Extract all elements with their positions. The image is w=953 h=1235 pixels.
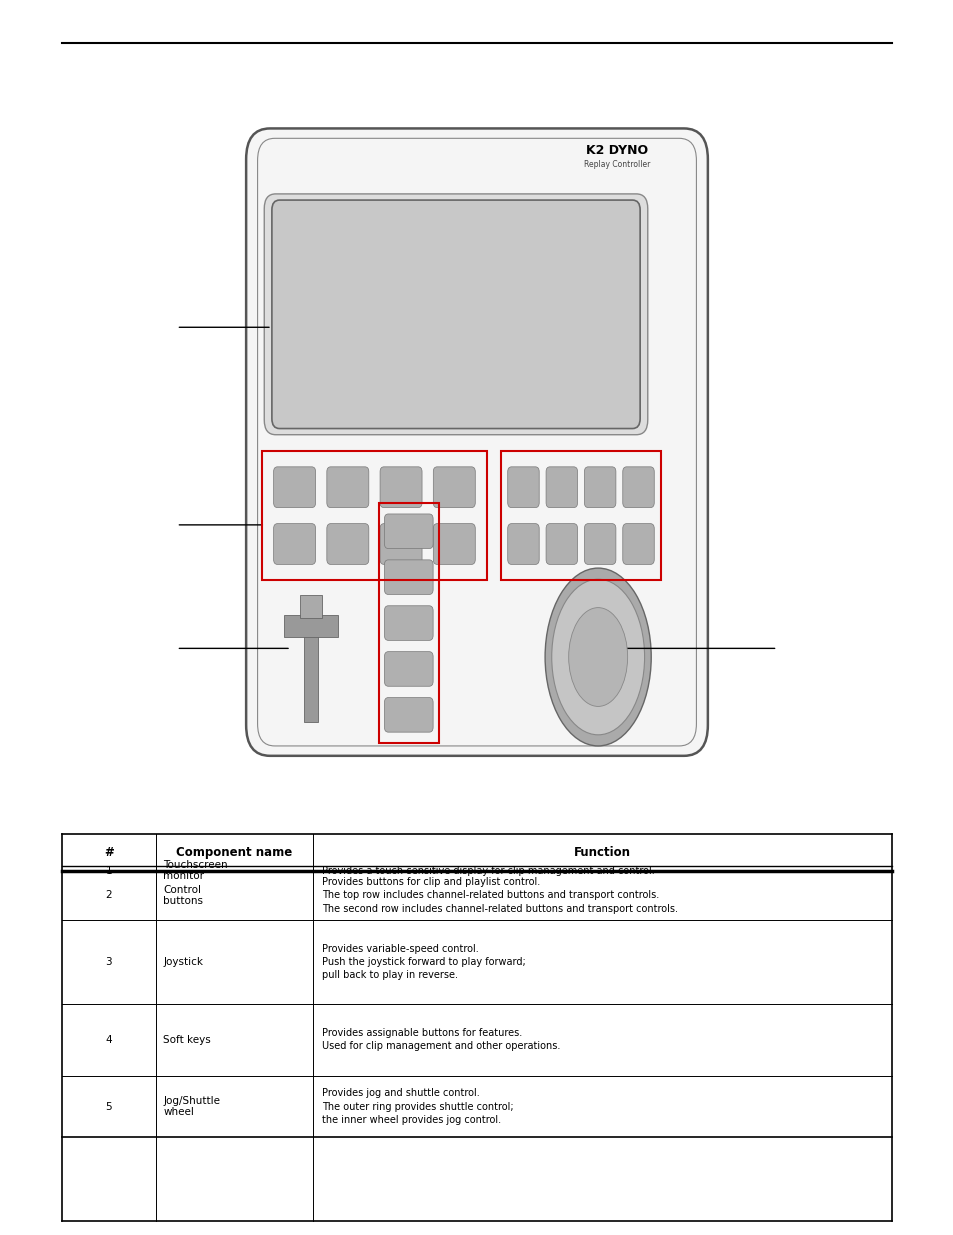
FancyBboxPatch shape: [584, 524, 616, 564]
FancyBboxPatch shape: [622, 524, 654, 564]
FancyBboxPatch shape: [384, 559, 433, 594]
Text: Jog/Shuttle
wheel: Jog/Shuttle wheel: [163, 1095, 220, 1118]
FancyBboxPatch shape: [584, 467, 616, 508]
Text: 3: 3: [106, 957, 112, 967]
Text: Replay Controller: Replay Controller: [583, 159, 650, 169]
Bar: [378, 503, 438, 743]
FancyBboxPatch shape: [274, 467, 315, 508]
Text: Provides a touch-sensitive display for clip management and control.: Provides a touch-sensitive display for c…: [322, 866, 655, 876]
FancyBboxPatch shape: [379, 467, 421, 508]
Text: 4: 4: [106, 1035, 112, 1045]
Text: 2: 2: [106, 890, 112, 900]
Text: Soft keys: Soft keys: [163, 1035, 211, 1045]
FancyBboxPatch shape: [433, 524, 475, 564]
FancyBboxPatch shape: [384, 606, 433, 640]
Bar: [500, 451, 660, 580]
FancyBboxPatch shape: [545, 524, 577, 564]
FancyBboxPatch shape: [274, 524, 315, 564]
Bar: [299, 595, 322, 618]
Text: Function: Function: [574, 846, 630, 858]
FancyBboxPatch shape: [327, 467, 369, 508]
FancyBboxPatch shape: [622, 467, 654, 508]
Bar: [304, 630, 317, 722]
Text: Joystick: Joystick: [163, 957, 203, 967]
Text: Provides jog and shuttle control.
The outer ring provides shuttle control;
the i: Provides jog and shuttle control. The ou…: [322, 1088, 514, 1125]
Ellipse shape: [568, 608, 627, 706]
FancyBboxPatch shape: [327, 524, 369, 564]
Text: Provides buttons for clip and playlist control.
The top row includes channel-rel: Provides buttons for clip and playlist c…: [322, 877, 678, 914]
FancyBboxPatch shape: [379, 524, 421, 564]
FancyBboxPatch shape: [272, 200, 639, 429]
Text: Provides variable-speed control.
Push the joystick forward to play forward;
pull: Provides variable-speed control. Push th…: [322, 944, 526, 981]
FancyBboxPatch shape: [545, 467, 577, 508]
FancyBboxPatch shape: [384, 698, 433, 732]
Text: Provides assignable buttons for features.
Used for clip management and other ope: Provides assignable buttons for features…: [322, 1029, 560, 1051]
Text: 5: 5: [106, 1102, 112, 1112]
Text: #: #: [104, 846, 113, 858]
Text: Touchscreen
monitor: Touchscreen monitor: [163, 860, 228, 882]
Text: Control
buttons: Control buttons: [163, 884, 203, 906]
FancyBboxPatch shape: [433, 467, 475, 508]
FancyBboxPatch shape: [507, 524, 538, 564]
FancyBboxPatch shape: [246, 128, 707, 756]
FancyBboxPatch shape: [264, 194, 647, 435]
FancyBboxPatch shape: [384, 652, 433, 687]
Text: K2 DYNO: K2 DYNO: [585, 144, 648, 157]
Bar: [284, 615, 337, 637]
FancyBboxPatch shape: [384, 514, 433, 548]
Text: Component name: Component name: [176, 846, 292, 858]
Ellipse shape: [551, 579, 644, 735]
Bar: [262, 451, 486, 580]
Text: 1: 1: [106, 866, 112, 876]
Ellipse shape: [544, 568, 651, 746]
FancyBboxPatch shape: [507, 467, 538, 508]
